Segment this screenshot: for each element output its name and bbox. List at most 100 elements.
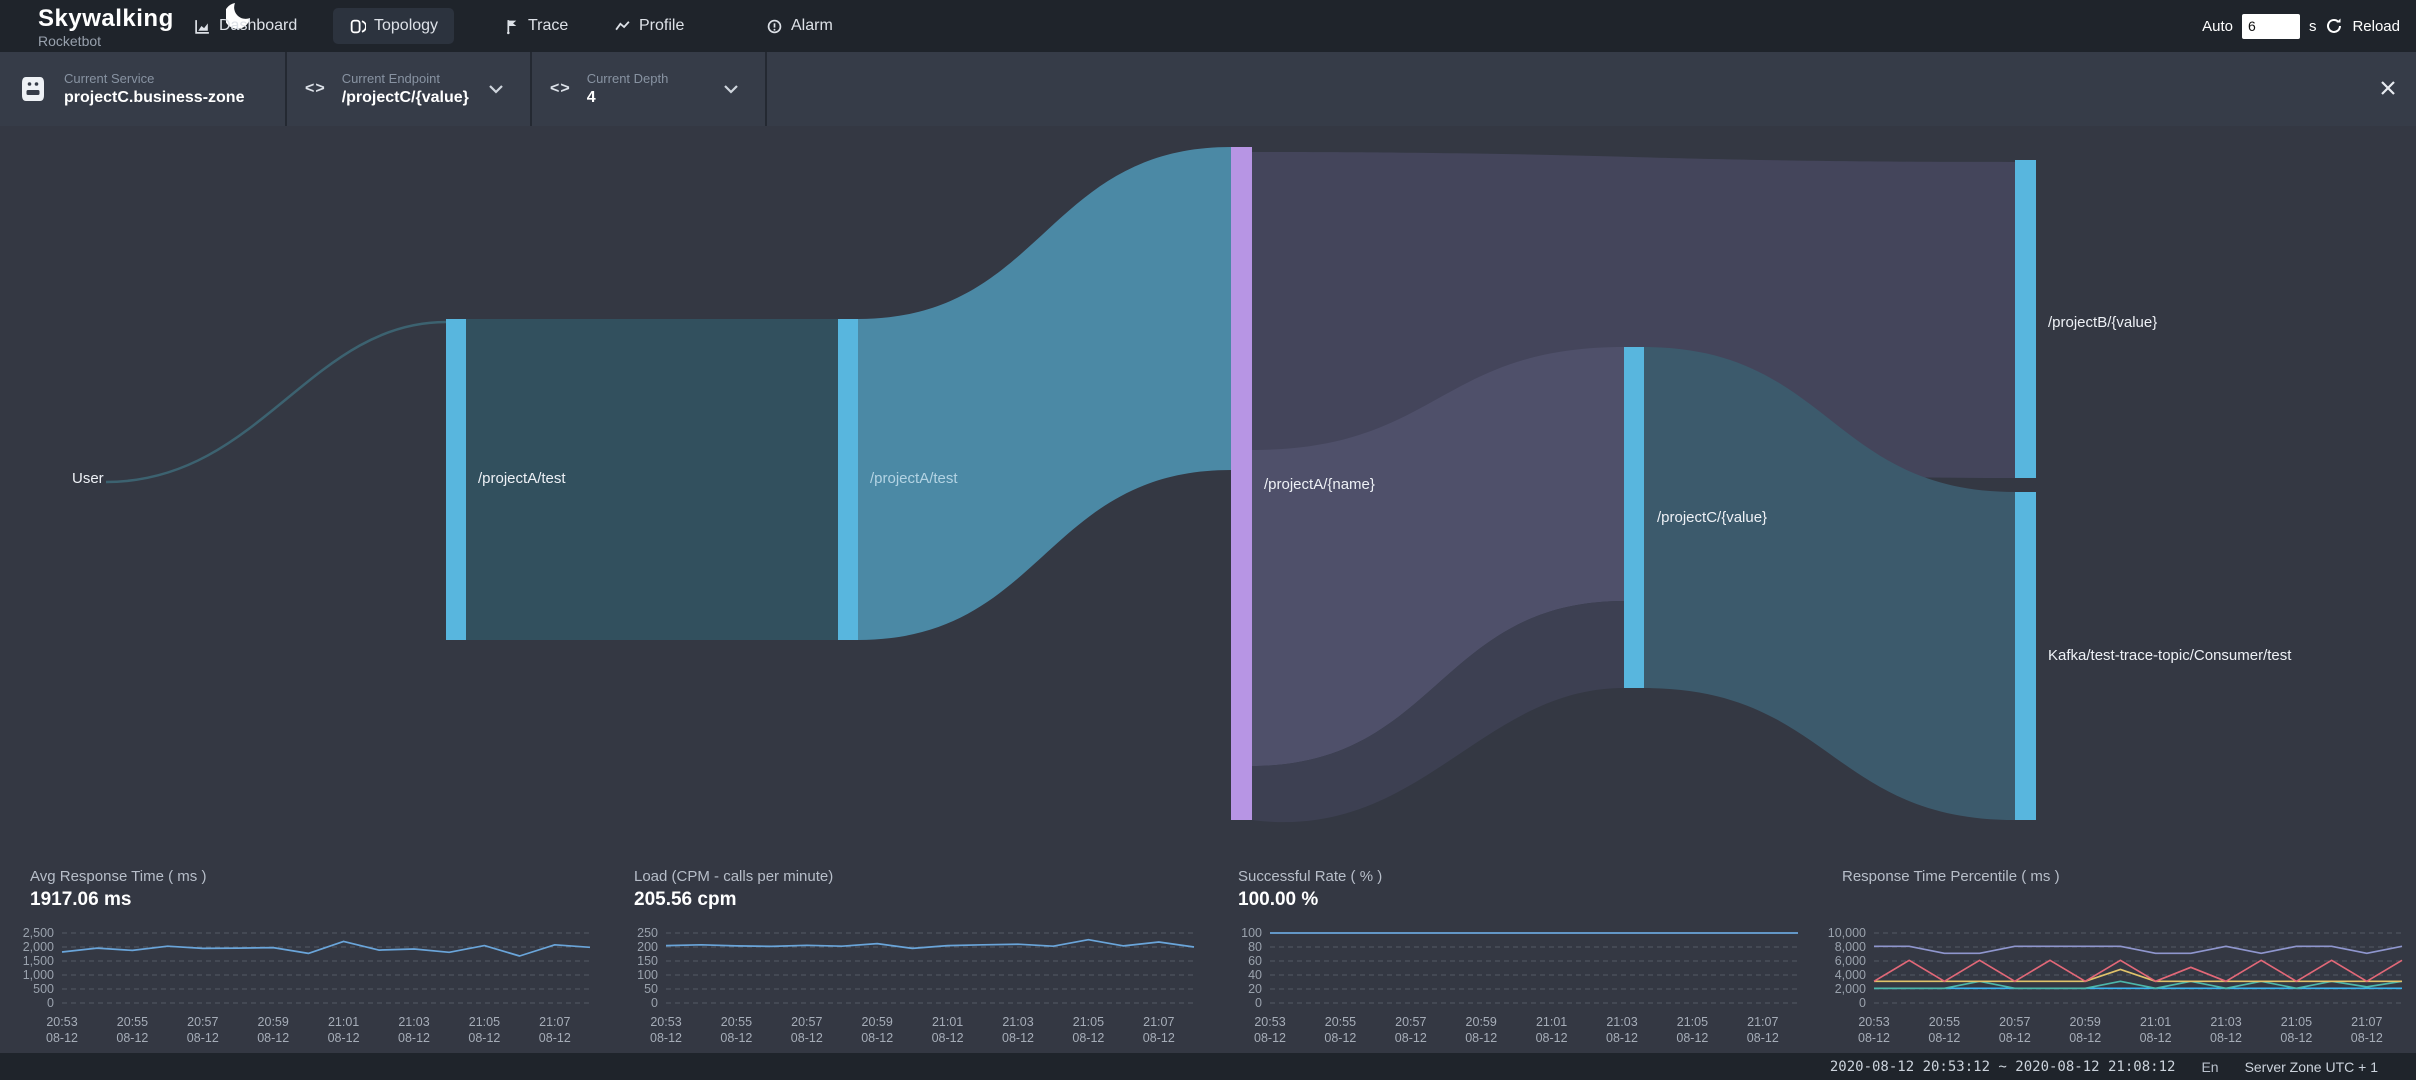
language-toggle[interactable]: En [2201,1058,2219,1075]
tab-topology[interactable]: Topology [333,8,455,44]
toolbar-divider [530,52,532,126]
svg-text:08-12: 08-12 [468,1031,500,1045]
svg-text:100: 100 [637,968,658,982]
sankey-node-projectA-test-2[interactable] [838,319,858,640]
auto-label: Auto [2202,17,2233,35]
link-user-to-projectA-test[interactable] [105,320,447,484]
sankey-node-kafka-consumer[interactable] [2015,492,2036,820]
service-icon [20,75,46,103]
svg-text:150: 150 [637,954,658,968]
chart-big-value: 1917.06 ms [30,889,132,910]
sankey-node-projectA-name[interactable] [1231,147,1252,820]
link-projectA-test-to-projectA-name[interactable] [858,147,1231,640]
chart-big-value: 205.56 cpm [634,889,737,910]
svg-text:21:05: 21:05 [1677,1015,1708,1029]
svg-text:20:59: 20:59 [1466,1015,1497,1029]
svg-text:1,000: 1,000 [23,968,54,982]
svg-text:100: 100 [1241,926,1262,940]
chart-plot: 2,500 2,000 1,500 1,000 500 0 20:53 08-12 20:55 0… [0,918,604,1055]
metrics-charts-row: Avg Response Time ( ms ) 1917.06 ms 2,50… [0,862,2416,1053]
svg-text:21:07: 21:07 [1747,1015,1778,1029]
tab-profile[interactable]: Profile [598,8,700,44]
svg-text:20:55: 20:55 [1929,1015,1960,1029]
current-endpoint-selector[interactable]: <> Current Endpoint /projectC/{value} [287,52,530,126]
svg-text:08-12: 08-12 [398,1031,430,1045]
svg-text:08-12: 08-12 [116,1031,148,1045]
toolbar-divider [285,52,287,126]
sankey-label-projectA-name: /projectA/{name} [1264,476,1375,493]
auto-interval-input[interactable] [2241,13,2300,39]
chart-plot: 100 80 60 40 20 0 20:53 08-12 20:55 08-12 20:57 08-… [1208,918,1812,1055]
chart-plot: 250 200 150 100 50 0 20:53 08-12 20:55 08-12 20:57… [604,918,1208,1055]
dashboard-icon [194,18,211,35]
link-projectA-name-to-projectC-value-upper[interactable] [1252,347,1624,766]
link-projectC-value-to-kafka-consumer[interactable] [1644,347,2015,820]
svg-text:20:57: 20:57 [187,1015,218,1029]
svg-text:200: 200 [637,940,658,954]
chart-title: Avg Response Time ( ms ) [30,868,207,885]
avg-response-time-chart: Avg Response Time ( ms ) 1917.06 ms 2,50… [0,862,604,1053]
reload-icon[interactable] [2325,17,2343,35]
current-service-selector[interactable]: Current Service projectC.business-zone [0,52,285,126]
current-depth-label: Current Depth [586,71,669,86]
svg-text:40: 40 [1248,968,1262,982]
svg-text:08-12: 08-12 [1002,1031,1034,1045]
sankey-node-projectB-value[interactable] [2015,160,2036,478]
time-range-display[interactable]: 2020-08-12 20:53:12 ~ 2020-08-12 21:08:1… [1829,1058,2176,1075]
svg-text:08-12: 08-12 [720,1031,752,1045]
link-projectA-name-to-projectC-value-lower[interactable] [1252,601,1624,823]
current-depth-value: 4 [586,89,596,106]
chevron-down-icon[interactable] [723,83,739,95]
svg-text:08-12: 08-12 [1676,1031,1708,1045]
svg-text:08-12: 08-12 [187,1031,219,1045]
sankey-label-user: User [72,470,104,487]
sankey-label-projectA-test-2: /projectA/test [870,470,958,487]
svg-text:500: 500 [33,982,54,996]
svg-text:0: 0 [1255,996,1262,1010]
code-icon: <> [550,80,571,97]
svg-text:21:05: 21:05 [469,1015,500,1029]
svg-text:8,000: 8,000 [1835,940,1866,954]
sankey-canvas [105,147,2036,823]
svg-text:08-12: 08-12 [2140,1031,2172,1045]
svg-text:20:59: 20:59 [258,1015,289,1029]
footer-bar: 2020-08-12 20:53:12 ~ 2020-08-12 21:08:1… [0,1053,2416,1080]
svg-text:20:53: 20:53 [1858,1015,1889,1029]
tab-trace[interactable]: Trace [487,8,584,44]
tab-label: Trace [528,17,569,34]
sankey-node-projectC-value[interactable] [1624,347,1644,688]
svg-text:08-12: 08-12 [1465,1031,1497,1045]
svg-text:0: 0 [47,996,54,1010]
current-endpoint-value: /projectC/{value} [341,89,469,106]
svg-text:08-12: 08-12 [791,1031,823,1045]
topology-toolbar: Current Service projectC.business-zone <… [0,52,2416,126]
svg-text:21:01: 21:01 [328,1015,359,1029]
tab-label: Alarm [791,17,833,34]
svg-text:20:55: 20:55 [1325,1015,1356,1029]
svg-text:20:53: 20:53 [650,1015,681,1029]
current-depth-selector[interactable]: <> Current Depth 4 [532,52,765,126]
endpoint-dependency-sankey[interactable]: User /projectA/test /projectA/test /proj… [0,126,2416,858]
svg-text:20:59: 20:59 [2070,1015,2101,1029]
svg-text:08-12: 08-12 [650,1031,682,1045]
svg-text:21:01: 21:01 [2140,1015,2171,1029]
current-service-value: projectC.business-zone [64,89,245,106]
chart-big-value: 100.00 % [1238,889,1319,910]
sankey-node-projectA-test-1[interactable] [446,319,466,640]
reload-button[interactable]: Reload [2352,17,2400,35]
svg-text:21:07: 21:07 [2351,1015,2382,1029]
svg-text:0: 0 [1859,996,1866,1010]
svg-text:20:55: 20:55 [117,1015,148,1029]
tab-dashboard[interactable]: Dashboard [178,8,313,44]
chevron-down-icon[interactable] [488,83,504,95]
link-projectA-test-to-projectA-test[interactable] [466,319,838,640]
sankey-label-kafka-consumer: Kafka/test-trace-topic/Consumer/test [2048,647,2292,664]
svg-text:10,000: 10,000 [1828,926,1866,940]
server-zone-selector[interactable]: Server Zone UTC + 1 [2244,1058,2378,1075]
tab-label: Profile [639,17,685,34]
svg-text:08-12: 08-12 [1254,1031,1286,1045]
successful-rate-chart: Successful Rate ( % ) 100.00 % 100 80 60 40… [1208,862,1812,1053]
svg-text:21:01: 21:01 [932,1015,963,1029]
close-icon[interactable] [2378,78,2400,100]
tab-alarm[interactable]: Alarm [750,8,849,44]
